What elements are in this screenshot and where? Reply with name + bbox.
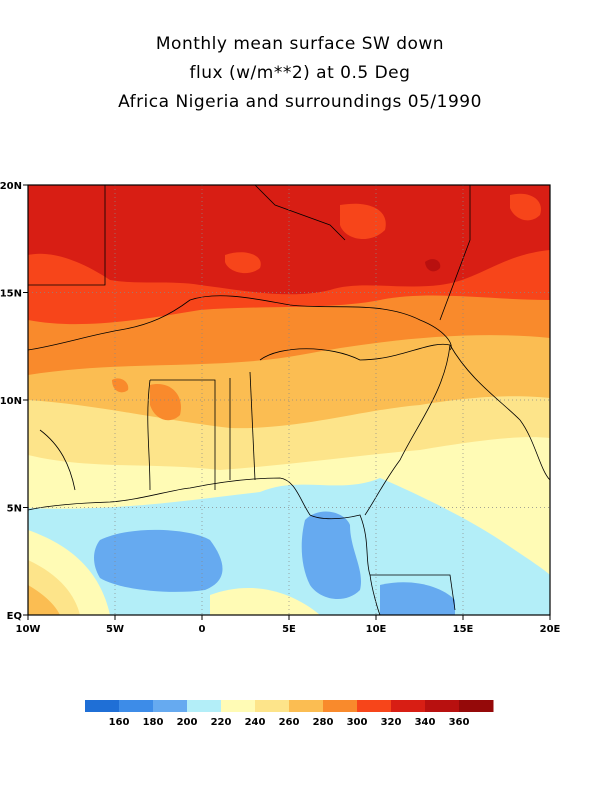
colorbar-swatch (459, 700, 494, 712)
flux-band-200-west (94, 529, 223, 592)
y-tick-label: 5N (7, 504, 22, 515)
colorbar-swatch (425, 700, 460, 712)
border-cameroon-car (449, 344, 550, 481)
x-tick-label: 20E (540, 624, 561, 635)
y-axis: EQ 5N 10N 15N 20N (0, 181, 28, 622)
y-tick-label: 20N (0, 181, 22, 192)
lat-lon-grid (28, 185, 550, 615)
coastlines-and-borders (28, 185, 550, 615)
flux-band-200-east (380, 582, 455, 615)
y-tick-label: 15N (0, 289, 22, 300)
flux-band-240-south-center (210, 587, 320, 615)
flux-field (28, 185, 550, 615)
x-tick-label: 0 (199, 624, 206, 635)
border-algeria-niger (254, 185, 346, 241)
colorbar-label: 240 (245, 717, 266, 728)
colorbar-label: 260 (279, 717, 300, 728)
colorbar-swatch (153, 700, 188, 712)
border-mauritania-mali (28, 185, 106, 286)
border-ivory-coast (147, 379, 151, 491)
x-tick-label: 5E (282, 624, 296, 635)
flux-spot-320-b (225, 252, 261, 274)
colorbar-label: 340 (415, 717, 436, 728)
border-sahel (28, 295, 452, 351)
flux-spot-300 (112, 378, 129, 393)
x-tick-label: 10W (16, 624, 41, 635)
colorbar-swatch (357, 700, 392, 712)
colorbar-label: 180 (143, 717, 164, 728)
coastline (28, 477, 381, 615)
colorbar-label: 360 (449, 717, 470, 728)
colorbar-label: 160 (109, 717, 130, 728)
colorbar-label: 300 (347, 717, 368, 728)
x-tick-label: 5W (106, 624, 124, 635)
y-tick-label: EQ (7, 611, 22, 622)
border-ghana (150, 379, 216, 490)
flux-spot-300-b (150, 384, 181, 421)
border-nigeria-north (259, 343, 451, 361)
colorbar: 160 180 200 220 240 260 280 300 320 340 360 (85, 700, 494, 728)
colorbar-label: 200 (177, 717, 198, 728)
colorbar-swatch (289, 700, 324, 712)
colorbar-swatch (187, 700, 222, 712)
border-guinea (39, 429, 76, 491)
colorbar-label: 320 (381, 717, 402, 728)
flux-spot-340 (425, 259, 441, 272)
colorbar-label: 280 (313, 717, 334, 728)
flux-band-340 (28, 185, 550, 295)
y-tick-label: 10N (0, 396, 22, 407)
border-gabon (370, 574, 456, 611)
colorbar-swatch (323, 700, 358, 712)
x-tick-label: 10E (366, 624, 387, 635)
colorbar-swatch (255, 700, 290, 712)
map-title-line-3: Africa Nigeria and surroundings 05/1990 (118, 92, 482, 112)
x-axis: 10W 5W 0 5E 10E 15E 20E (16, 615, 561, 635)
colorbar-swatch (391, 700, 426, 712)
flux-spot-320-c (510, 193, 541, 221)
flux-spot-320-a (340, 203, 386, 240)
colorbar-label: 220 (211, 717, 232, 728)
x-tick-label: 15E (453, 624, 474, 635)
map-title-line-1: Monthly mean surface SW down (155, 34, 445, 54)
map-title-line-2: flux (w/m**2) at 0.5 Deg (189, 63, 411, 83)
colorbar-swatch (85, 700, 120, 712)
flux-band-280-south (28, 585, 60, 615)
colorbar-swatch (221, 700, 256, 712)
colorbar-swatch (119, 700, 154, 712)
flux-band-200-central (301, 511, 362, 600)
border-benin (249, 371, 256, 481)
border-niger-chad (439, 185, 471, 321)
